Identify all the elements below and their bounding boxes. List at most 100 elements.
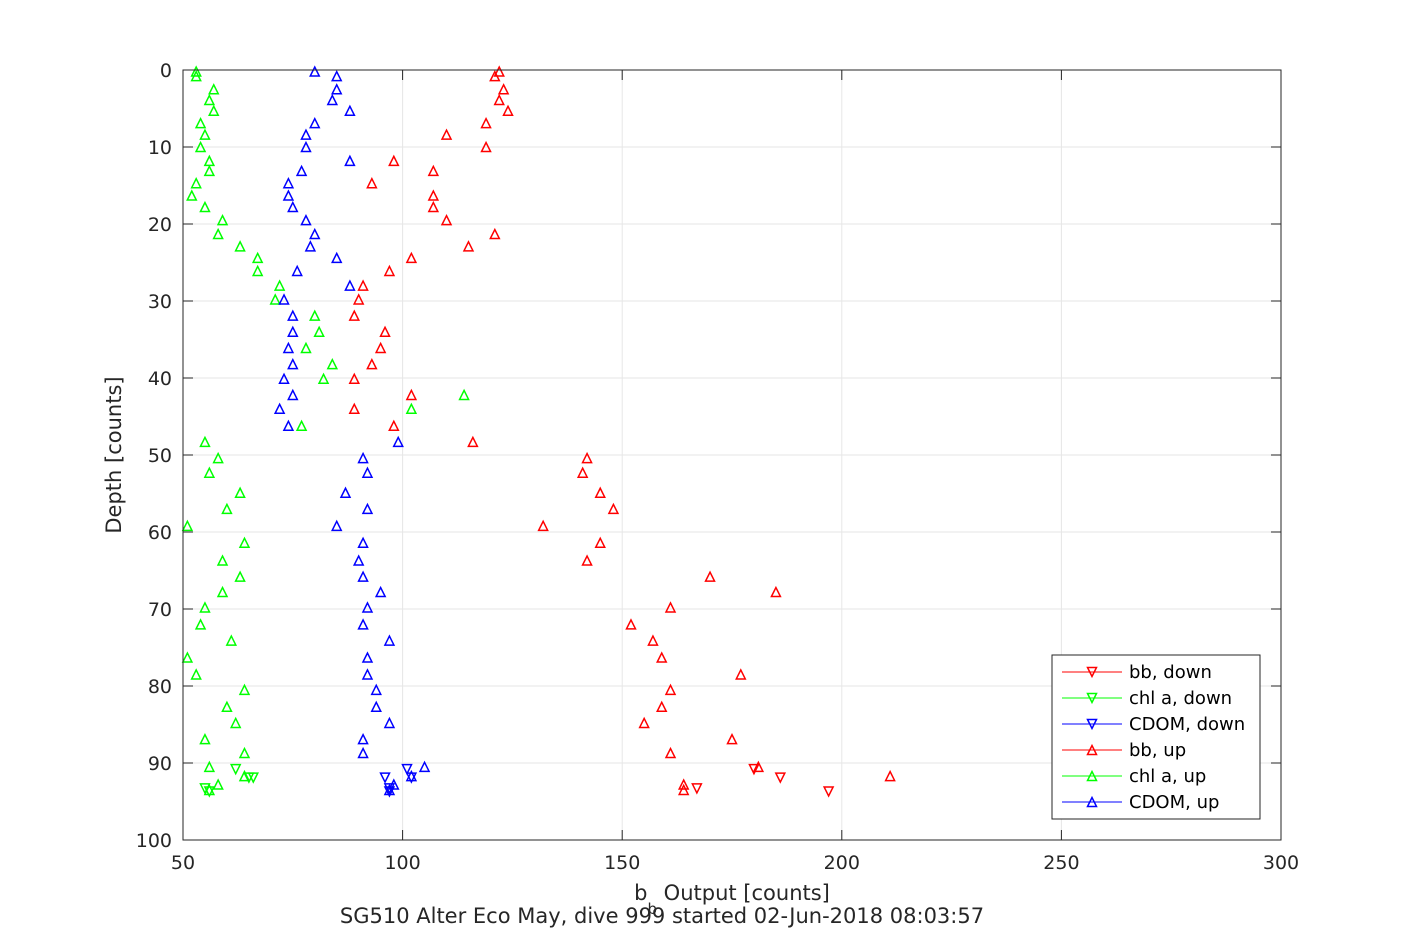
data-point — [247, 772, 259, 784]
data-point — [295, 419, 308, 431]
data-point — [594, 486, 606, 498]
data-point — [309, 309, 321, 321]
y-tick-label: 0 — [160, 60, 172, 82]
legend-marker — [1086, 769, 1098, 782]
data-point — [216, 554, 229, 566]
legend-label: CDOM, up — [1129, 792, 1219, 813]
y-tick-label: 60 — [148, 522, 172, 544]
data-point — [401, 763, 413, 776]
grid — [182, 69, 1282, 841]
data-point — [221, 700, 233, 713]
data-point — [234, 486, 246, 498]
data-point — [339, 486, 352, 498]
data-point — [190, 668, 202, 680]
data-point — [317, 372, 330, 385]
data-point — [418, 760, 431, 773]
data-point — [238, 769, 251, 782]
data-point — [383, 634, 396, 646]
data-point — [405, 402, 418, 415]
data-point — [427, 189, 440, 201]
data-point — [287, 357, 299, 370]
data-point — [199, 435, 211, 448]
x-tick-label: 150 — [604, 852, 640, 874]
data-point — [594, 536, 606, 549]
data-point — [388, 419, 400, 431]
data-point — [770, 585, 782, 598]
legend: bb, down chl a, down CDOM, down bb, up chl a… — [1051, 654, 1261, 820]
data-point — [440, 213, 453, 226]
data-point — [273, 402, 286, 415]
data-point — [383, 783, 396, 796]
data-point — [282, 341, 295, 354]
data-point — [383, 264, 396, 277]
y-tick-label: 40 — [148, 368, 172, 390]
data-point — [440, 128, 453, 140]
data-point — [656, 651, 668, 663]
y-tick-label: 50 — [148, 445, 172, 467]
legend-label: CDOM, down — [1129, 714, 1245, 735]
data-point — [278, 372, 290, 385]
data-point — [181, 651, 194, 663]
data-point — [300, 341, 312, 354]
data-point — [203, 164, 216, 177]
data-point — [212, 227, 224, 240]
data-point — [251, 264, 264, 277]
data-point — [625, 618, 637, 630]
data-point — [388, 778, 400, 790]
data-point — [186, 189, 198, 201]
data-point — [664, 683, 677, 696]
legend-marker — [1086, 795, 1098, 808]
data-point — [427, 200, 440, 213]
data-point — [379, 325, 391, 338]
data-point — [480, 116, 492, 129]
data-point — [405, 388, 418, 401]
data-point — [313, 325, 325, 338]
data-point — [348, 372, 361, 385]
legend-marker — [1086, 743, 1098, 756]
data-point — [884, 769, 896, 782]
legend-item: CDOM, down — [1062, 714, 1245, 735]
data-point — [234, 240, 246, 252]
data-point — [489, 227, 501, 240]
data-point — [405, 251, 418, 264]
data-point — [392, 435, 404, 448]
data-point — [348, 402, 361, 415]
data-point — [357, 451, 369, 464]
data-point — [199, 732, 211, 745]
data-point — [361, 668, 374, 680]
data-point — [357, 618, 369, 630]
data-point — [361, 466, 374, 478]
axis-ticks — [182, 69, 1282, 841]
data-point — [208, 104, 220, 117]
data-point — [278, 293, 290, 305]
x-tick-label: 50 — [171, 852, 195, 874]
data-point — [677, 778, 690, 790]
data-point — [238, 746, 251, 759]
data-point — [326, 93, 339, 106]
legend-item: chl a, up — [1062, 766, 1206, 787]
data-point — [194, 140, 207, 153]
data-point — [190, 65, 202, 77]
series-3 — [348, 65, 896, 796]
data-point — [221, 502, 233, 515]
y-tick-label: 90 — [148, 753, 172, 775]
series-5 — [273, 65, 431, 796]
data-point — [291, 264, 303, 277]
data-point — [331, 251, 343, 264]
data-point — [194, 116, 207, 129]
legend-label: chl a, up — [1129, 766, 1206, 787]
data-point — [752, 760, 765, 773]
data-point — [735, 668, 747, 680]
data-point — [348, 309, 361, 321]
legend-item: bb, up — [1062, 740, 1186, 761]
data-point — [691, 783, 703, 795]
data-point — [664, 746, 677, 759]
data-point — [287, 200, 299, 213]
data-point — [251, 251, 264, 264]
data-point — [238, 683, 251, 696]
data-point — [287, 325, 299, 338]
y-tick-label: 10 — [148, 137, 172, 159]
data-point — [379, 772, 391, 784]
data-point — [344, 154, 356, 167]
chart-caption: SG510 Alter Eco May, dive 999 started 02… — [340, 904, 984, 928]
